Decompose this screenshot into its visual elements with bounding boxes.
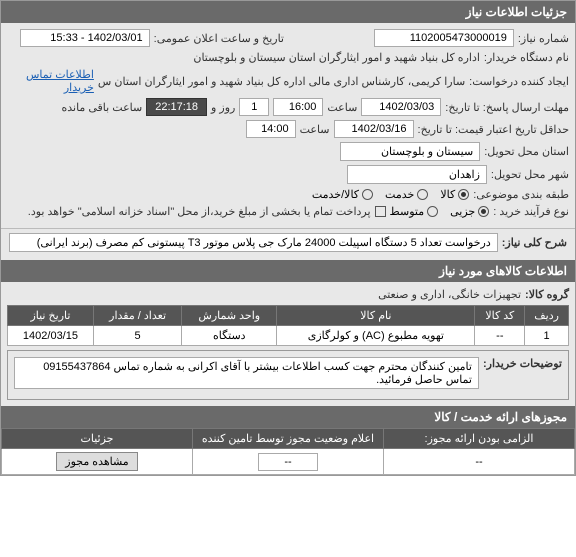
radio-motavaset[interactable] bbox=[427, 206, 438, 217]
cell-name: تهویه مطبوع (AC) و کولرگازی bbox=[277, 326, 475, 346]
permits-table: الزامی بودن ارائه مجوز: اعلام وضعیت مجوز… bbox=[1, 428, 575, 475]
need-info-body: شماره نیاز: 1102005473000019 تاریخ و ساع… bbox=[1, 23, 575, 228]
cell-code: -- bbox=[475, 326, 525, 346]
deadline-time: 16:00 bbox=[273, 98, 323, 116]
category-label: طبقه بندی موضوعی: bbox=[473, 188, 569, 201]
cell-date: 1402/03/15 bbox=[8, 326, 94, 346]
items-table: ردیف کد کالا نام کالا واحد شمارش تعداد /… bbox=[7, 305, 569, 346]
radio-kala-label: کالا bbox=[440, 188, 455, 201]
radio-khadamat-label: خدمت bbox=[385, 188, 414, 201]
radio-both[interactable] bbox=[362, 189, 373, 200]
city-value: زاهدان bbox=[347, 165, 487, 184]
treasury-check[interactable] bbox=[375, 206, 386, 217]
radio-jozi-label: جزیی bbox=[450, 205, 475, 218]
need-number-label: شماره نیاز: bbox=[518, 32, 569, 45]
group-value: تجهیزات خانگی، اداری و صنعتی bbox=[378, 288, 521, 301]
view-permit-button[interactable]: مشاهده مجوز bbox=[56, 452, 137, 471]
remain-time: 22:17:18 bbox=[146, 98, 207, 116]
col-row: ردیف bbox=[525, 306, 569, 326]
requester-value: سارا کریمی، کارشناس اداری مالی اداره کل … bbox=[98, 75, 465, 88]
days-label: روز و bbox=[211, 101, 235, 114]
need-number-value: 1102005473000019 bbox=[374, 29, 514, 47]
validity-date: 1402/03/16 bbox=[334, 120, 414, 138]
city-label: شهر محل تحویل: bbox=[491, 168, 569, 181]
requester-label: ایجاد کننده درخواست: bbox=[469, 75, 569, 88]
deadline-date: 1402/03/03 bbox=[361, 98, 441, 116]
items-header: اطلاعات کالاهای مورد نیاز bbox=[1, 260, 575, 282]
cell-row: 1 bbox=[525, 326, 569, 346]
cell-qty: 5 bbox=[93, 326, 181, 346]
radio-jozi[interactable] bbox=[478, 206, 489, 217]
permit-col-status: اعلام وضعیت مجوز توسط تامین کننده bbox=[193, 429, 384, 449]
radio-both-label: کالا/خدمت bbox=[312, 188, 359, 201]
announce-date-label: تاریخ و ساعت اعلان عمومی: bbox=[154, 32, 284, 45]
cell-unit: دستگاه bbox=[182, 326, 277, 346]
buyer-device-value: اداره کل بنیاد شهید و امور ایثارگران است… bbox=[193, 51, 480, 64]
permit-col-details: جزئیات bbox=[2, 429, 193, 449]
need-desc-value: درخواست تعداد 5 دستگاه اسپیلت 24000 مارک… bbox=[9, 233, 498, 252]
category-radios: کالا خدمت کالا/خدمت bbox=[312, 188, 469, 201]
radio-khadamat[interactable] bbox=[417, 189, 428, 200]
permits-header: مجوزهای ارائه خدمت / کالا bbox=[1, 406, 575, 428]
province-label: استان محل تحویل: bbox=[484, 145, 569, 158]
buyprocess-note: پرداخت تمام یا بخشی از مبلغ خرید،از محل … bbox=[28, 205, 371, 218]
permit-mandatory-val: -- bbox=[384, 449, 575, 475]
permit-col-mandatory: الزامی بودن ارائه مجوز: bbox=[384, 429, 575, 449]
announce-date-value: 1402/03/01 - 15:33 bbox=[20, 29, 150, 47]
time-label: ساعت bbox=[327, 101, 357, 114]
group-label: گروه کالا: bbox=[525, 288, 569, 301]
validity-time: 14:00 bbox=[246, 120, 296, 138]
col-name: نام کالا bbox=[277, 306, 475, 326]
contact-link[interactable]: اطلاعات تماس خریدار bbox=[7, 68, 94, 94]
province-value: سیستان و بلوچستان bbox=[340, 142, 480, 161]
validity-label: حداقل تاریخ اعتبار قیمت: تا تاریخ: bbox=[418, 123, 569, 136]
buyer-note-value: تامین کنندگان محترم جهت کسب اطلاعات بیشت… bbox=[14, 357, 479, 389]
permit-row: -- -- مشاهده مجوز bbox=[2, 449, 575, 475]
buyprocess-radios: جزیی متوسط bbox=[390, 205, 490, 218]
remain-label: ساعت باقی مانده bbox=[61, 101, 142, 114]
col-unit: واحد شمارش bbox=[182, 306, 277, 326]
time-label2: ساعت bbox=[300, 123, 330, 136]
col-code: کد کالا bbox=[475, 306, 525, 326]
main-container: جزئیات اطلاعات نیاز شماره نیاز: 11020054… bbox=[0, 0, 576, 476]
permit-status-select[interactable]: -- bbox=[258, 453, 318, 471]
deadline-label: مهلت ارسال پاسخ: تا تاریخ: bbox=[445, 101, 569, 114]
need-desc-label: شرح کلی نیاز: bbox=[502, 236, 567, 249]
buyer-device-label: نام دستگاه خریدار: bbox=[484, 51, 569, 64]
col-qty: تعداد / مقدار bbox=[93, 306, 181, 326]
col-date: تاریخ نیاز bbox=[8, 306, 94, 326]
need-info-header: جزئیات اطلاعات نیاز bbox=[1, 1, 575, 23]
deadline-days: 1 bbox=[239, 98, 269, 116]
items-header-row: ردیف کد کالا نام کالا واحد شمارش تعداد /… bbox=[8, 306, 569, 326]
items-body: گروه کالا: تجهیزات خانگی، اداری و صنعتی … bbox=[1, 282, 575, 406]
buyprocess-label: نوع فرآیند خرید : bbox=[493, 205, 569, 218]
radio-motavaset-label: متوسط bbox=[390, 205, 425, 218]
buyer-note-label: توضیحات خریدار: bbox=[483, 357, 562, 370]
permits-body: الزامی بودن ارائه مجوز: اعلام وضعیت مجوز… bbox=[1, 428, 575, 475]
radio-kala[interactable] bbox=[458, 189, 469, 200]
table-row: 1 -- تهویه مطبوع (AC) و کولرگازی دستگاه … bbox=[8, 326, 569, 346]
